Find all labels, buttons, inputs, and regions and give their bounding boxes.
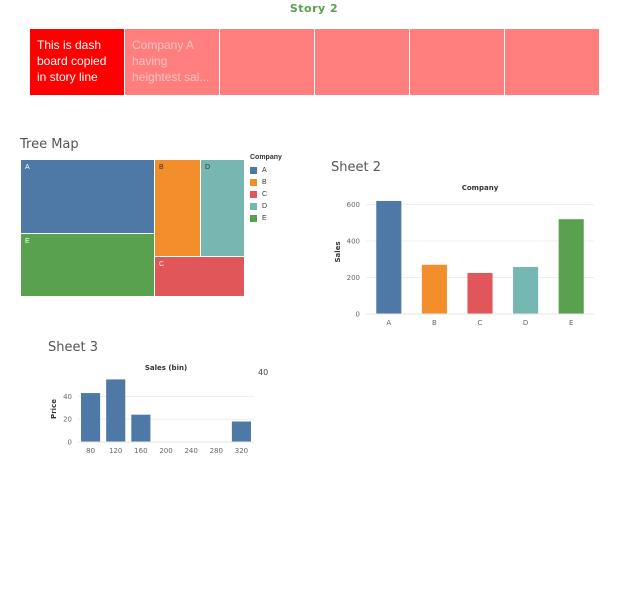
treemap-cell-e[interactable]: E <box>20 233 155 297</box>
story-point-1[interactable]: This is dash board copied in story line <box>30 29 124 95</box>
sheet3-bar-chart-xtick-160: 160 <box>134 447 147 455</box>
legend-item-b[interactable]: B <box>250 176 282 188</box>
story-point-4[interactable] <box>315 29 409 95</box>
sheet3-bar-chart-ytick: 40 <box>63 393 72 401</box>
story-point-1-text: This is dash board copied in story line <box>37 38 107 84</box>
legend-label-a: A <box>262 166 267 174</box>
story-title: Story 2 <box>289 2 339 15</box>
company-legend: Company A B C D E <box>250 154 282 224</box>
story-point-6[interactable] <box>505 29 599 95</box>
sheet2-bar-chart-ytick: 600 <box>347 201 360 209</box>
sheet2-bar-chart-title: Company <box>462 184 499 192</box>
sheet3-bar-chart-xtick-80: 80 <box>86 447 95 455</box>
sheet3-bar-chart: Sales (bin) Price 0 20 40 80 120 160 200 240 280 32… <box>50 364 254 455</box>
legend-swatch-e <box>250 214 257 222</box>
treemap-label-b: B <box>159 164 164 171</box>
story-point-3[interactable] <box>220 29 314 95</box>
story-point-2[interactable]: Company A having heightest sal... <box>125 29 219 95</box>
legend-label-d: D <box>262 202 268 210</box>
sheet2-bar-chart-bar-a[interactable] <box>376 200 402 314</box>
sheet2-bar-chart-ylabel: Sales <box>334 241 342 262</box>
sheet3-bar-chart-xtick-320: 320 <box>235 447 248 455</box>
sheet2-bar-chart-xtick-e: E <box>569 319 573 327</box>
sheet2-bar-chart-ytick: 400 <box>347 238 360 246</box>
treemap-label-e: E <box>25 238 30 245</box>
sheet2-bar-chart-bar-c[interactable] <box>467 272 493 314</box>
treemap-cell-c[interactable]: C <box>154 256 245 297</box>
story-point-5[interactable] <box>410 29 504 95</box>
sheet3-bar-chart-xtick-120: 120 <box>109 447 122 455</box>
sheet3-bar-chart-bar-320[interactable] <box>231 421 251 442</box>
sheet2-bar-chart-bar-d[interactable] <box>513 266 539 314</box>
sheet2-bar-chart-bar-e[interactable] <box>558 219 584 314</box>
treemap-cell-d[interactable]: D <box>200 159 245 257</box>
sheet3-bar-chart-ytick: 0 <box>68 439 72 447</box>
sheet2-bar-chart-xtick-a: A <box>386 319 391 327</box>
legend-item-c[interactable]: C <box>250 188 282 200</box>
treemap-label-d: D <box>205 164 211 171</box>
sheet2-bar-chart-xtick-c: C <box>478 319 483 327</box>
treemap-label-a: A <box>25 164 30 171</box>
legend-label-b: B <box>262 178 267 186</box>
sheet2-bar-chart-xtick-d: D <box>523 319 528 327</box>
sheet3-title: Sheet 3 <box>48 340 98 355</box>
sheet3-bar-chart-bar-80[interactable] <box>81 393 101 442</box>
sheet3-bar-chart-xtick-200: 200 <box>159 447 172 455</box>
sheet3-bar-chart-bar-160[interactable] <box>131 414 151 442</box>
legend-label-e: E <box>262 214 267 222</box>
treemap: A B D E C <box>20 159 245 297</box>
story-navigator: This is dash board copied in story line … <box>30 29 599 95</box>
sheet3-bar-chart-xtick-280: 280 <box>210 447 223 455</box>
legend-swatch-c <box>250 190 257 198</box>
treemap-cell-b[interactable]: B <box>154 159 201 257</box>
treemap-label-c: C <box>159 261 165 268</box>
legend-swatch-b <box>250 178 257 186</box>
legend-swatch-a <box>250 166 257 174</box>
sheet2-bar-chart-ytick: 0 <box>356 311 360 319</box>
sheet2-bar-chart-xtick-b: B <box>432 319 437 327</box>
sheet3-bar-chart-ylabel: Price <box>50 399 58 419</box>
sheet3-bar-chart-bar-120[interactable] <box>106 379 126 442</box>
sheet3-bar-chart-title: Sales (bin) <box>145 364 187 372</box>
legend-item-a[interactable]: A <box>250 164 282 176</box>
story-point-2-text: Company A having heightest sal... <box>132 38 210 84</box>
sheet2-bar-chart: Company Sales 0 200 400 600 A B C D E <box>334 184 594 327</box>
treemap-title: Tree Map <box>20 137 79 152</box>
sheet2-bar-chart-bar-b[interactable] <box>421 264 447 314</box>
treemap-cell-a[interactable]: A <box>20 159 155 234</box>
legend-swatch-d <box>250 202 257 210</box>
sheet3-bar-chart-ytick: 20 <box>63 416 72 424</box>
legend-item-e[interactable]: E <box>250 212 282 224</box>
legend-label-c: C <box>262 190 268 198</box>
sheet3-bar-chart-xtick-240: 240 <box>184 447 197 455</box>
stray-label: 40 <box>258 368 269 377</box>
legend-title: Company <box>250 154 282 161</box>
sheet2-title: Sheet 2 <box>331 160 381 175</box>
legend-item-d[interactable]: D <box>250 200 282 212</box>
sheet2-bar-chart-ytick: 200 <box>347 274 360 282</box>
